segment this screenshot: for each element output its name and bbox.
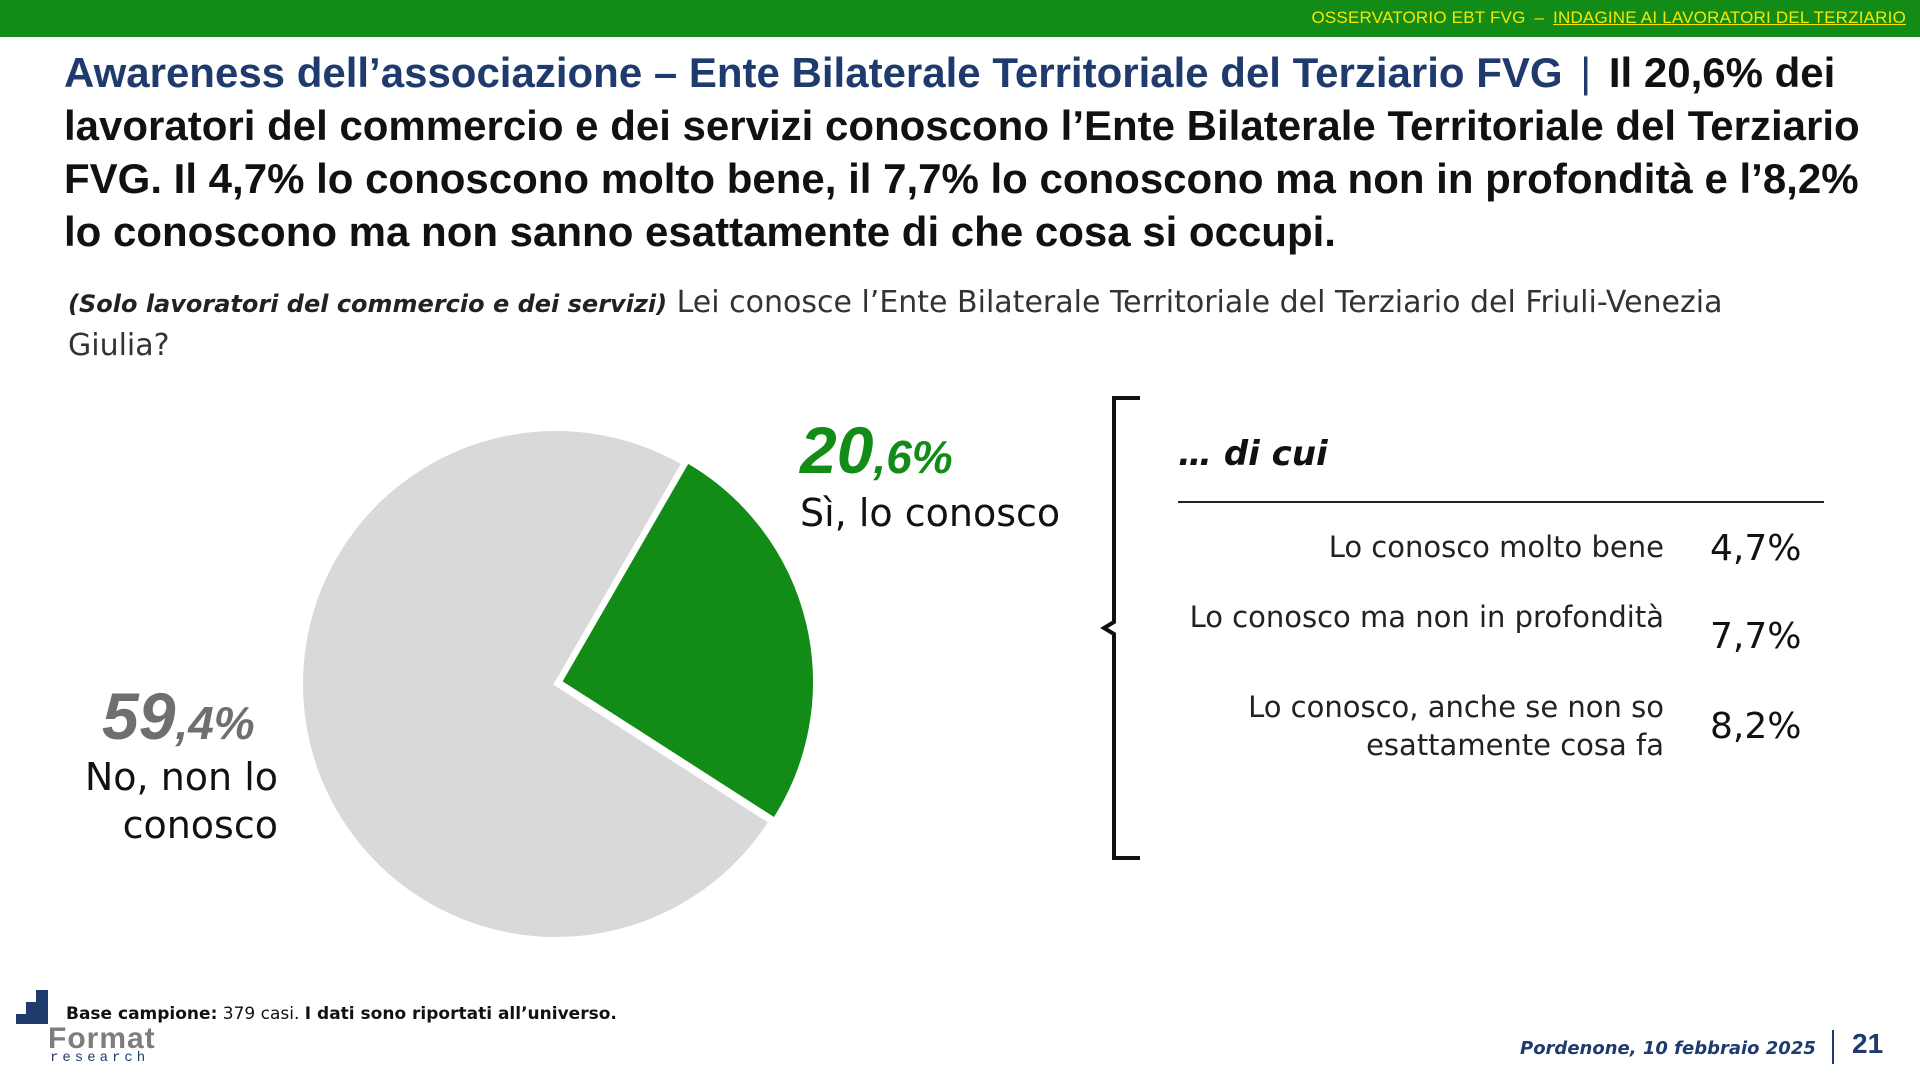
breakdown-divider xyxy=(1178,501,1824,503)
headline-topic: Awareness dell’associazione – Ente Bilat… xyxy=(64,49,1563,96)
headline-divider: | xyxy=(1580,49,1592,96)
header-separator: – xyxy=(1534,8,1545,27)
pct-yes-int: 20 xyxy=(800,413,874,487)
slide-headline: Awareness dell’associazione – Ente Bilat… xyxy=(64,46,1864,258)
pie-slice xyxy=(557,458,817,823)
footer-date: Pordenone, 10 febbraio 2025 xyxy=(1520,1038,1816,1059)
pct-no-dec: ,4% xyxy=(175,697,255,749)
headline-text: Il 20,6% dei lavoratori del commercio e … xyxy=(64,49,1860,255)
breakdown-value: 4,7% xyxy=(1710,528,1802,569)
format-logo-icon xyxy=(16,990,48,1024)
breakdown-value: 7,7% xyxy=(1710,616,1802,657)
footer-divider xyxy=(1832,1030,1834,1064)
pct-yes-dec: ,6% xyxy=(873,431,953,483)
question-qualifier: (Solo lavoratori del commercio e dei ser… xyxy=(68,290,668,318)
pie-slice xyxy=(299,427,774,941)
header-link[interactable]: INDAGINE AI LAVORATORI DEL TERZIARIO xyxy=(1553,8,1906,27)
sample-base-note: Base campione: 379 casi. I dati sono rip… xyxy=(66,1004,617,1024)
breakdown-title: … di cui xyxy=(1178,434,1328,474)
logo-sub: research xyxy=(50,1050,150,1066)
top-bar: OSSERVATORIO EBT FVG – INDAGINE AI LAVOR… xyxy=(0,0,1920,37)
survey-question: (Solo lavoratori del commercio e dei ser… xyxy=(68,282,1828,367)
label-yes: Sì, lo conosco xyxy=(800,491,1061,535)
breakdown-label: Lo conosco molto bene xyxy=(1328,530,1664,564)
breakdown-label: Lo conosco, anche se non so esattamente … xyxy=(1248,690,1664,762)
breakdown-value: 8,2% xyxy=(1710,706,1802,747)
label-no: No, non lo conosco xyxy=(84,755,278,847)
header-title: OSSERVATORIO EBT FVG – INDAGINE AI LAVOR… xyxy=(1311,8,1906,28)
pct-no: 59,4% xyxy=(102,680,255,759)
base-value: 379 casi. xyxy=(217,1004,305,1024)
curly-bracket xyxy=(1100,396,1140,860)
page-number: 21 xyxy=(1852,1028,1884,1059)
logo-word: Format xyxy=(48,1022,156,1055)
header-prefix: OSSERVATORIO EBT FVG xyxy=(1311,8,1526,27)
pct-yes: 20,6% xyxy=(800,414,953,493)
breakdown-label: Lo conosco ma non in profondità xyxy=(1189,600,1664,634)
question-text: Lei conosce l’Ente Bilaterale Territoria… xyxy=(68,285,1723,363)
base-note: I dati sono riportati all’universo. xyxy=(304,1004,617,1024)
base-label: Base campione: xyxy=(66,1004,218,1024)
pct-no-int: 59 xyxy=(102,679,176,753)
